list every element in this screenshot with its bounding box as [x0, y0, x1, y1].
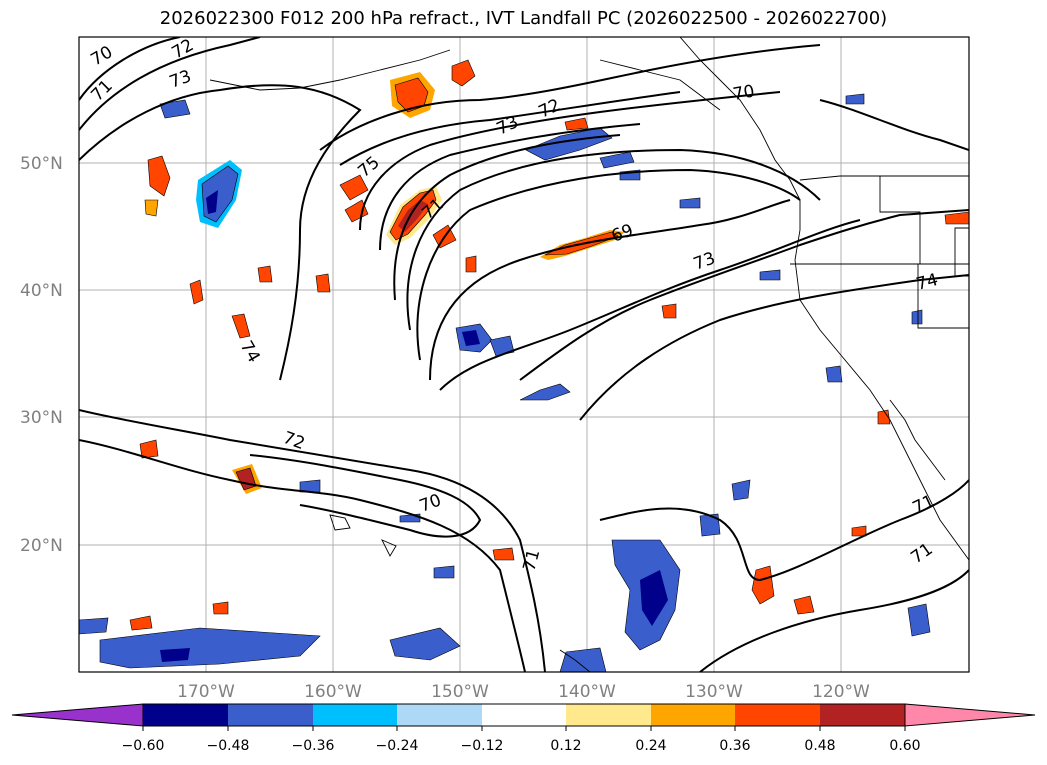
lat-label: 50°N: [20, 154, 63, 174]
colorbar-tick-label: 0.60: [889, 738, 920, 754]
colorbar-tick-label: −0.24: [376, 738, 419, 754]
map-border: [78, 36, 970, 673]
colorbar-tick-label: 0.24: [635, 738, 666, 754]
lat-label: 20°N: [20, 536, 63, 556]
colorbar-extend-high: [904, 703, 1036, 727]
positive-anomaly-fills: [129, 59, 969, 631]
colorbar-extend-low: [11, 703, 144, 727]
colorbar-tick-label: −0.12: [461, 738, 504, 754]
negative-anomaly-fills: [79, 93, 931, 672]
refractivity-contours: [79, 37, 969, 672]
colorbar-ticks: [142, 726, 906, 731]
colorbar-tick-label: 0.48: [804, 738, 835, 754]
colorbar-tick-label: 0.36: [719, 738, 750, 754]
colorbar-tick-label: −0.60: [122, 738, 165, 754]
map-title: 2026022300 F012 200 hPa refract., IVT La…: [159, 8, 888, 29]
colorbar-swatch: [228, 704, 313, 726]
colorbar-outline: [142, 703, 906, 727]
lat-label: 40°N: [20, 281, 63, 301]
lon-label: 160°W: [304, 682, 362, 702]
contour-label: 70: [731, 81, 756, 104]
lon-label: 130°W: [685, 682, 743, 702]
colorbar-swatch: [397, 704, 482, 726]
colorbar: −0.60 −0.48 −0.36 −0.24 −0.12 0.12 0.24 …: [11, 703, 1036, 754]
latitude-labels: 50°N 40°N 30°N 20°N: [20, 154, 63, 556]
colorbar-swatch: [735, 704, 820, 726]
colorbar-swatch: [143, 704, 228, 726]
colorbar-swatch: [820, 704, 905, 726]
colorbar-swatch: [651, 704, 735, 726]
lat-label: 30°N: [20, 408, 63, 428]
colorbar-tick-label: 0.12: [550, 738, 581, 754]
lon-label: 120°W: [812, 682, 870, 702]
lon-label: 150°W: [431, 682, 489, 702]
colorbar-tick-label: −0.48: [207, 738, 250, 754]
lon-label: 170°W: [177, 682, 235, 702]
map-area: [79, 37, 969, 672]
longitude-labels: 170°W 160°W 150°W 140°W 130°W 120°W: [177, 682, 870, 702]
colorbar-tick-label: −0.36: [292, 738, 335, 754]
lon-label: 140°W: [558, 682, 616, 702]
colorbar-swatch: [482, 704, 566, 726]
colorbar-swatch: [566, 704, 651, 726]
colorbar-swatch: [313, 704, 397, 726]
